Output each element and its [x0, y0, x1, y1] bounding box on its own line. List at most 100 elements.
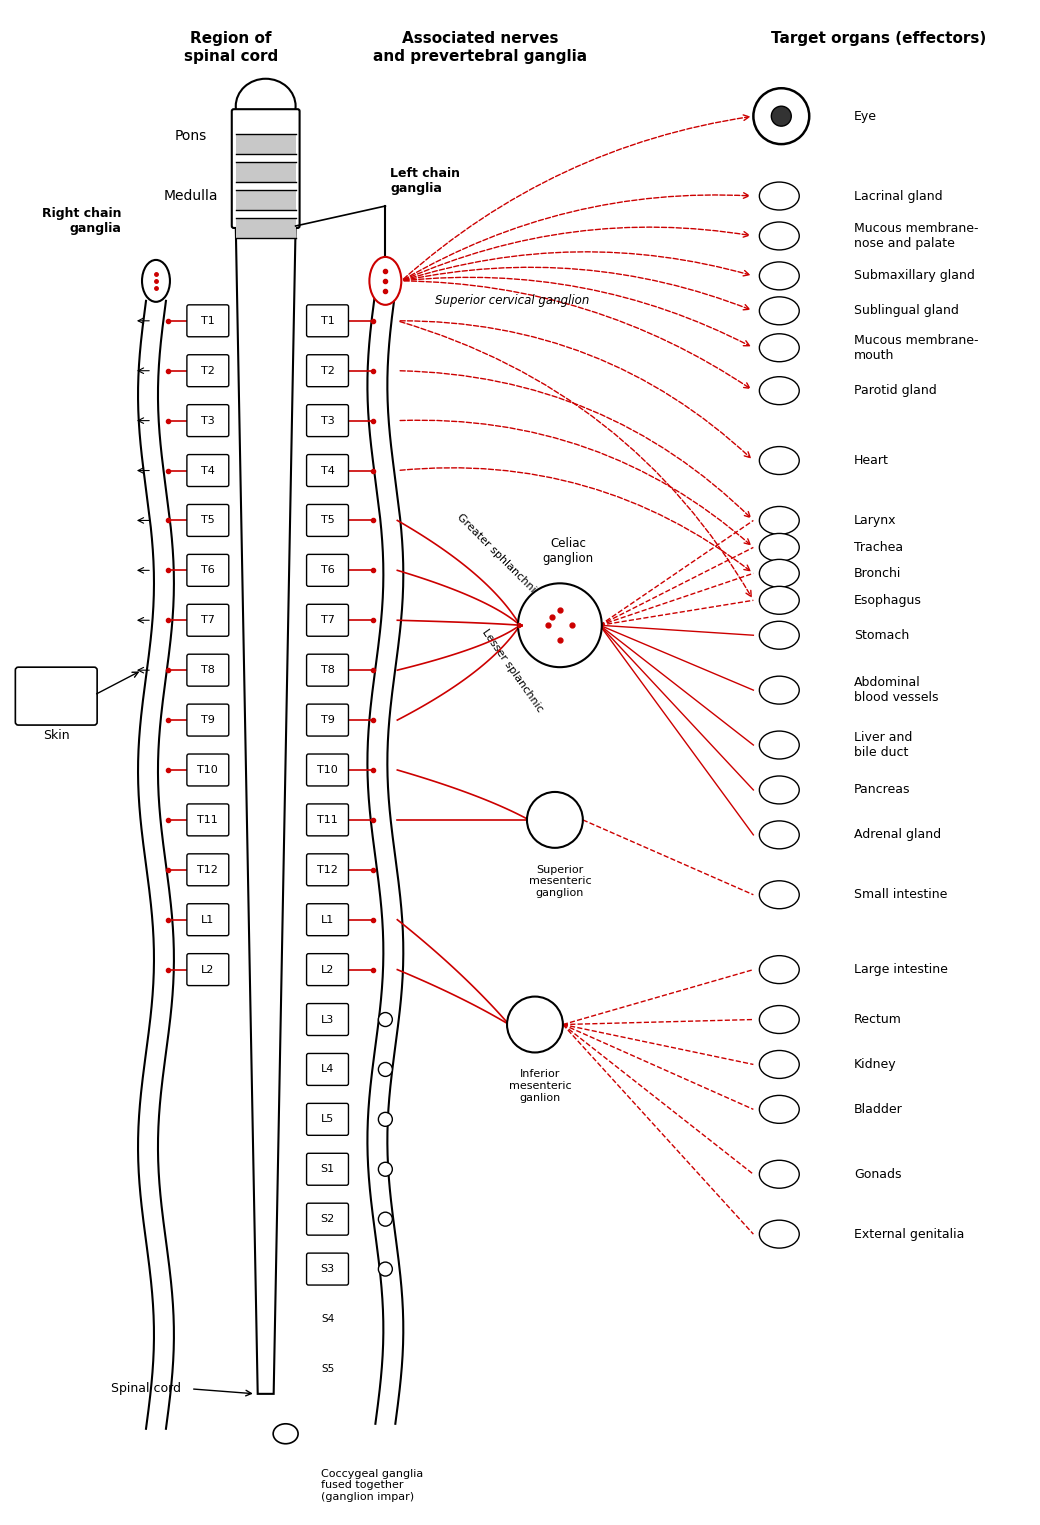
Text: L3: L3 [321, 1014, 334, 1025]
Text: S4: S4 [321, 1315, 334, 1324]
FancyBboxPatch shape [187, 705, 229, 737]
Text: Superior cervical ganglion: Superior cervical ganglion [435, 294, 590, 308]
Text: T3: T3 [201, 416, 214, 425]
Text: Adrenal gland: Adrenal gland [854, 828, 941, 842]
FancyBboxPatch shape [187, 904, 229, 936]
Ellipse shape [759, 1220, 800, 1247]
Text: T7: T7 [320, 615, 335, 625]
Text: L1: L1 [201, 915, 214, 924]
FancyBboxPatch shape [236, 134, 295, 154]
FancyBboxPatch shape [187, 355, 229, 387]
Ellipse shape [379, 1063, 392, 1077]
Text: S1: S1 [320, 1164, 335, 1174]
FancyBboxPatch shape [187, 454, 229, 486]
Ellipse shape [759, 776, 800, 804]
FancyBboxPatch shape [307, 1153, 348, 1185]
Text: Spinal cord: Spinal cord [111, 1382, 181, 1395]
FancyBboxPatch shape [307, 355, 348, 387]
Text: T12: T12 [317, 865, 338, 875]
Ellipse shape [379, 1013, 392, 1026]
Ellipse shape [759, 297, 800, 325]
Text: Larynx: Larynx [854, 514, 896, 528]
Ellipse shape [759, 506, 800, 534]
Text: L1: L1 [321, 915, 334, 924]
Text: L2: L2 [201, 965, 214, 974]
FancyBboxPatch shape [307, 705, 348, 737]
Ellipse shape [142, 259, 170, 302]
Text: T4: T4 [320, 465, 335, 476]
Ellipse shape [759, 621, 800, 650]
Text: Parotid gland: Parotid gland [854, 384, 937, 396]
Ellipse shape [759, 676, 800, 705]
Text: Skin: Skin [43, 729, 70, 741]
FancyBboxPatch shape [307, 953, 348, 985]
Circle shape [772, 107, 791, 127]
Text: Mucous membrane-
mouth: Mucous membrane- mouth [854, 334, 979, 361]
Ellipse shape [379, 1212, 392, 1226]
Text: S2: S2 [320, 1214, 335, 1225]
Circle shape [508, 996, 563, 1052]
FancyBboxPatch shape [307, 904, 348, 936]
FancyBboxPatch shape [307, 1104, 348, 1135]
Text: L2: L2 [320, 965, 334, 974]
FancyBboxPatch shape [187, 505, 229, 537]
Text: Gonads: Gonads [854, 1168, 902, 1180]
Ellipse shape [759, 262, 800, 290]
Text: Esophagus: Esophagus [854, 593, 922, 607]
FancyBboxPatch shape [307, 654, 348, 686]
FancyBboxPatch shape [187, 604, 229, 636]
Text: T8: T8 [201, 665, 215, 676]
FancyBboxPatch shape [307, 305, 348, 337]
Text: Region of
spinal cord: Region of spinal cord [184, 32, 278, 64]
Text: L5: L5 [321, 1115, 334, 1124]
Text: External genitalia: External genitalia [854, 1228, 964, 1241]
Text: Liver and
bile duct: Liver and bile duct [854, 730, 912, 759]
Text: Rectum: Rectum [854, 1013, 902, 1026]
Text: Pons: Pons [175, 130, 207, 143]
Text: Lesser splanchnic: Lesser splanchnic [480, 627, 545, 714]
Text: Submaxillary gland: Submaxillary gland [854, 270, 974, 282]
Text: L4: L4 [320, 1064, 334, 1075]
Ellipse shape [759, 377, 800, 404]
Ellipse shape [369, 256, 401, 305]
Ellipse shape [759, 181, 800, 210]
Text: S3: S3 [320, 1264, 335, 1273]
Text: Sublingual gland: Sublingual gland [854, 305, 959, 317]
Text: Small intestine: Small intestine [854, 888, 947, 901]
FancyBboxPatch shape [236, 218, 295, 238]
Ellipse shape [759, 334, 800, 361]
Ellipse shape [759, 1051, 800, 1078]
Ellipse shape [759, 586, 800, 615]
Text: T9: T9 [201, 715, 215, 724]
Text: Large intestine: Large intestine [854, 964, 948, 976]
FancyBboxPatch shape [307, 1003, 348, 1035]
Text: T5: T5 [320, 515, 335, 526]
Text: Pancreas: Pancreas [854, 784, 911, 796]
Text: Coccygeal ganglia
fused together
(ganglion impar): Coccygeal ganglia fused together (gangli… [320, 1469, 423, 1502]
Text: Celiac
ganglion: Celiac ganglion [542, 537, 594, 566]
FancyBboxPatch shape [307, 804, 348, 836]
Text: Medulla: Medulla [163, 189, 218, 203]
Text: Bronchi: Bronchi [854, 567, 902, 580]
Text: Mucous membrane-
nose and palate: Mucous membrane- nose and palate [854, 223, 979, 250]
Text: Bladder: Bladder [854, 1103, 903, 1116]
FancyBboxPatch shape [187, 555, 229, 586]
Ellipse shape [379, 1112, 392, 1127]
Text: T7: T7 [201, 615, 215, 625]
Text: T6: T6 [201, 566, 214, 575]
FancyBboxPatch shape [187, 854, 229, 886]
FancyBboxPatch shape [187, 305, 229, 337]
Ellipse shape [759, 820, 800, 849]
Text: T2: T2 [201, 366, 215, 375]
Text: Right chain
ganglia: Right chain ganglia [42, 207, 121, 235]
Text: S5: S5 [321, 1363, 334, 1374]
Ellipse shape [379, 1162, 392, 1176]
Text: T11: T11 [317, 814, 338, 825]
FancyBboxPatch shape [187, 753, 229, 785]
FancyBboxPatch shape [236, 191, 295, 210]
FancyBboxPatch shape [307, 604, 348, 636]
Circle shape [753, 88, 809, 145]
Text: Abdominal
blood vessels: Abdominal blood vessels [854, 676, 939, 705]
Ellipse shape [759, 1095, 800, 1124]
Text: Greater sphlanchnic: Greater sphlanchnic [456, 512, 542, 599]
